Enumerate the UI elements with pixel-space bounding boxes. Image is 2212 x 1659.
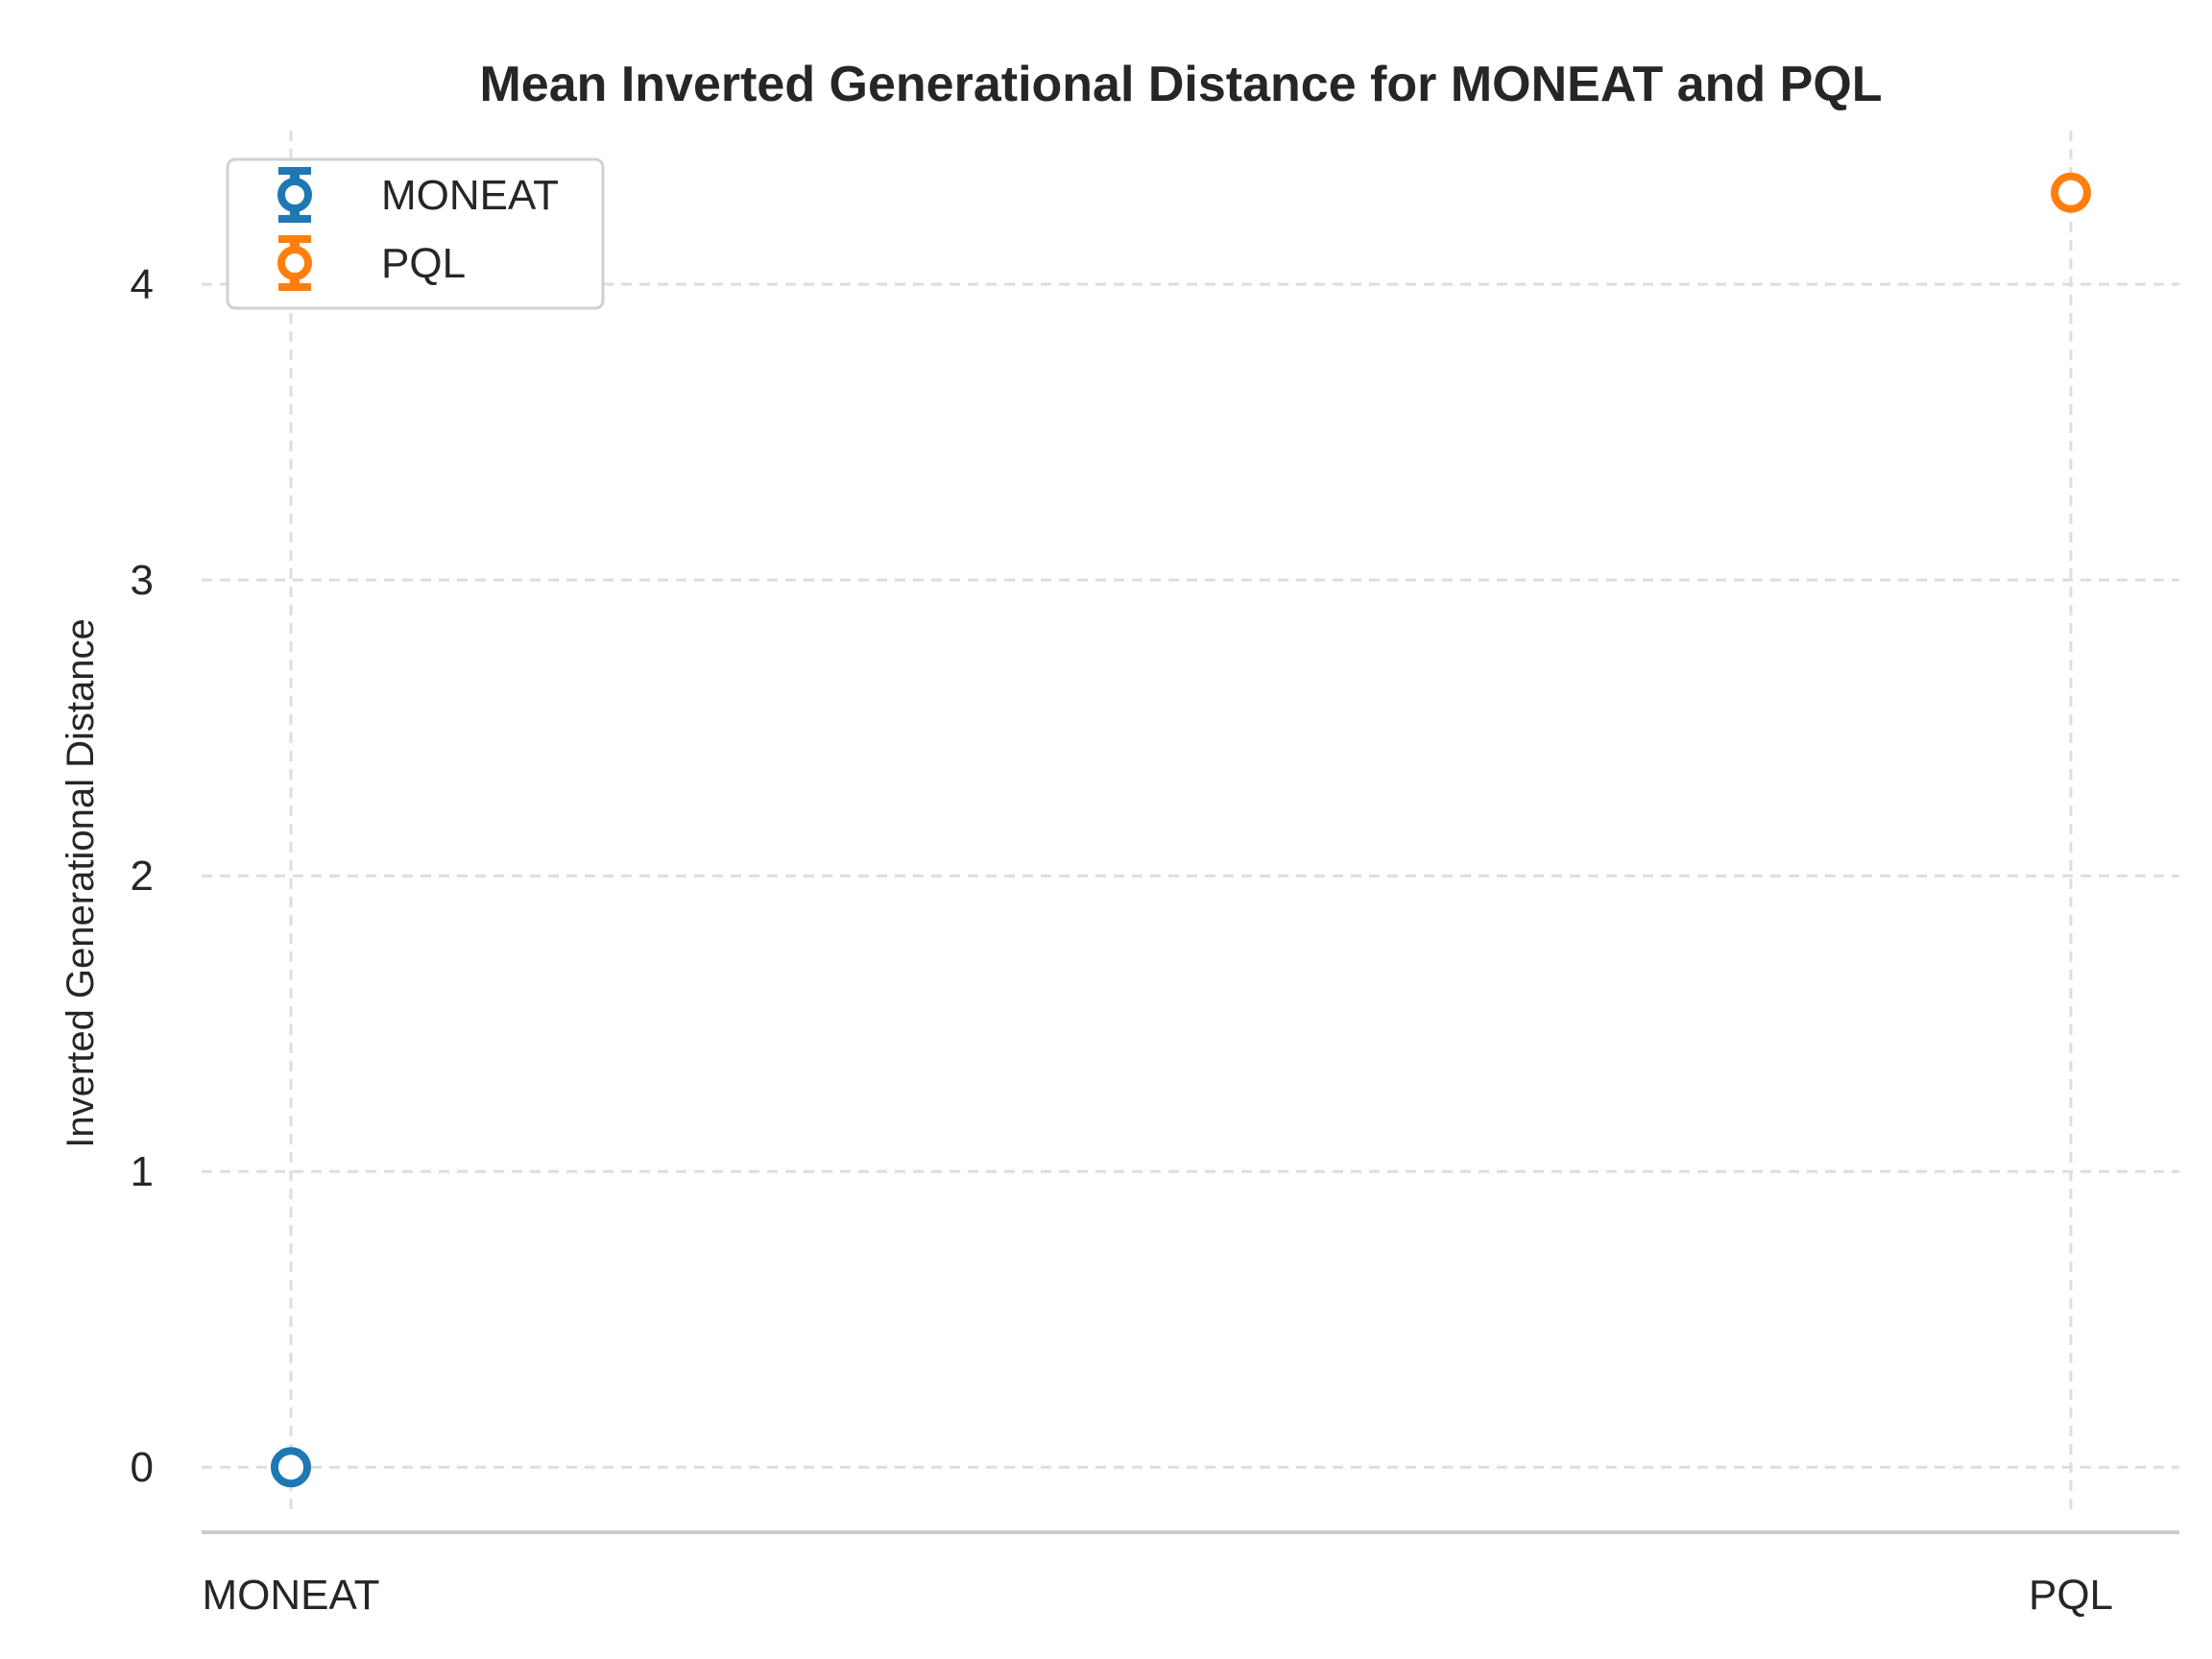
- legend-frame: [226, 157, 605, 310]
- data-point-pql: [2051, 172, 2091, 213]
- legend-label: PQL: [381, 240, 466, 287]
- legend-marker-icon: [277, 178, 312, 212]
- y-tick-label: 1: [131, 1148, 154, 1195]
- chart-title: Mean Inverted Generational Distance for …: [479, 57, 1882, 112]
- y-axis-label: Inverted Generational Distance: [60, 618, 102, 1147]
- legend-entries: MONEAT PQL: [277, 167, 559, 291]
- axis-layer: 0 1 2 3 4 MONEAT PQL: [131, 261, 2179, 1619]
- legend-marker-icon: [277, 246, 312, 280]
- x-tick-label: MONEAT: [203, 1572, 380, 1619]
- x-tick-label: PQL: [2029, 1572, 2113, 1619]
- y-tick-label: 4: [131, 261, 154, 308]
- legend: MONEAT PQL: [226, 157, 605, 310]
- marks-layer: [271, 172, 2091, 1488]
- legend-label: MONEAT: [381, 172, 559, 219]
- y-tick-label: 0: [131, 1444, 154, 1491]
- y-tick-label: 2: [131, 853, 154, 900]
- grid-layer: [202, 131, 2179, 1513]
- y-tick-label: 3: [131, 557, 154, 604]
- data-point-moneat: [271, 1447, 311, 1488]
